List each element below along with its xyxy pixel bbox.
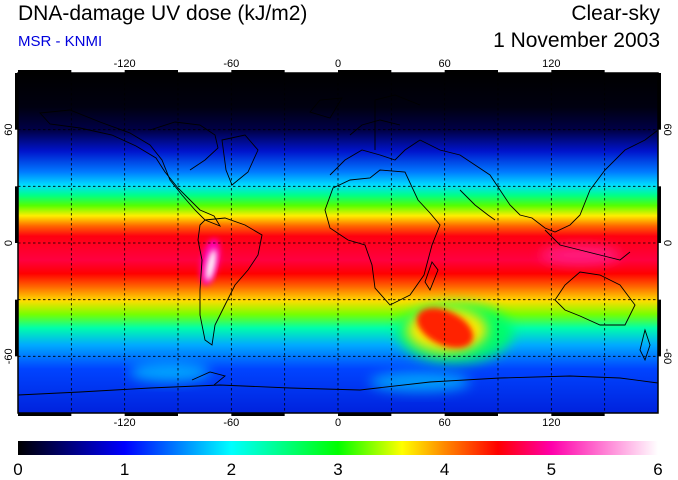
sky-condition: Clear-sky	[571, 2, 660, 25]
map-source: MSR - KNMI	[18, 33, 103, 50]
tick-labels: -120 -60 0 60 120 -120 -60 0 60 120 60 0…	[3, 58, 673, 429]
lat-label-right-0: 60	[661, 124, 673, 136]
coastlines	[18, 94, 658, 396]
colorbar-label-6: 6	[653, 460, 662, 479]
lon-label-bottom-3: 60	[439, 417, 451, 429]
lon-label-bottom-0: -120	[114, 417, 136, 429]
lon-label-top-0: -120	[114, 58, 136, 70]
colorbar-label-5: 5	[547, 460, 556, 479]
lon-label-top-4: 120	[542, 58, 560, 70]
colorbar-label-3: 3	[333, 460, 342, 479]
lon-label-top-3: 60	[439, 58, 451, 70]
lon-label-top-2: 0	[335, 58, 341, 70]
colorbar: 0 1 2 3 4 5 6	[13, 441, 663, 479]
lat-label-left-2: -60	[3, 348, 15, 364]
colorbar-label-0: 0	[13, 460, 22, 479]
map-frame	[15, 70, 661, 416]
colorbar-label-4: 4	[440, 460, 449, 479]
lon-label-top-1: -60	[223, 58, 239, 70]
map-title: DNA-damage UV dose (kJ/m2)	[18, 2, 308, 25]
graticule	[18, 73, 658, 413]
lat-label-right-1: 0	[661, 240, 673, 246]
lon-label-bottom-4: 120	[542, 417, 560, 429]
lon-label-bottom-2: 0	[335, 417, 341, 429]
lat-label-right-2: -60	[661, 348, 673, 364]
lat-label-left-1: 0	[3, 240, 15, 246]
colorbar-label-1: 1	[120, 460, 129, 479]
colorbar-gradient	[18, 441, 658, 455]
colorbar-label-2: 2	[227, 460, 236, 479]
lat-label-left-0: 60	[3, 124, 15, 136]
map-date: 1 November 2003	[493, 29, 660, 52]
lon-label-bottom-1: -60	[223, 417, 239, 429]
